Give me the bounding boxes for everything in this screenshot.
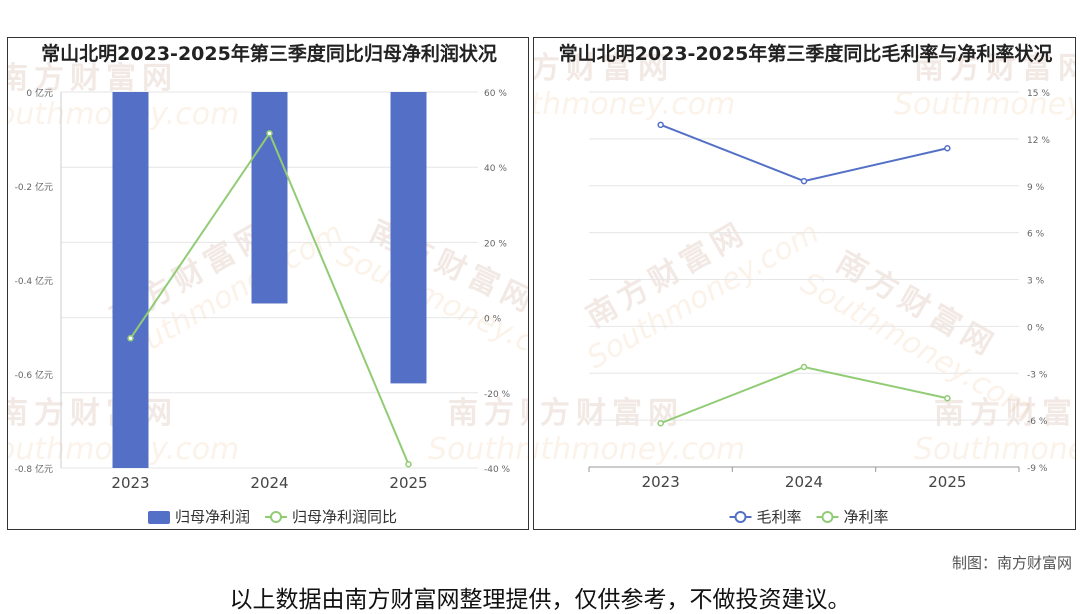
chart-title: 常山北明2023-2025年第三季度同比毛利率与净利率状况 [559, 42, 1053, 65]
y-right-tick-label: 20 % [484, 239, 507, 249]
legend-marker [821, 511, 834, 523]
y-left-tick-label: -0.8 亿元 [15, 463, 53, 475]
y-right-tick-label: 0 % [484, 315, 502, 325]
y-right-tick-label: -6 % [1027, 417, 1048, 427]
y-right-tick-label: 0 % [1027, 323, 1045, 333]
x-tick-label: 2024 [250, 474, 288, 492]
legend-marker [734, 511, 747, 523]
y-right-tick-label: -40 % [484, 465, 511, 475]
line-point [127, 335, 134, 342]
watermark-en-text: Southmoney.com [534, 87, 735, 122]
legend-label: 归母净利润 [175, 508, 250, 526]
watermark-cn-text: 南方财富网 [8, 61, 178, 96]
line-point [800, 363, 808, 371]
watermark-cn-text: 南方财富网 [8, 396, 178, 431]
line-series-net-margin [660, 365, 948, 425]
y-right-tick-label: 15 % [1027, 89, 1050, 99]
y-left-tick-label: -0.2 亿元 [15, 181, 53, 193]
watermark-cn-text: 南方财富网 [534, 396, 684, 431]
disclaimer-text: 以上数据由南方财富网整理提供，仅供参考，不做投资建议。 [229, 587, 851, 613]
watermark-cn-text: 南方财富网 [534, 51, 674, 86]
legend-bar-swatch [148, 511, 170, 524]
y-left-tick-label: 0 亿元 [26, 87, 53, 99]
watermark-cn-text: 南方财富网 [914, 51, 1076, 86]
legend-item: 归母净利润同比 [265, 508, 397, 526]
y-right-tick-label: 40 % [484, 164, 507, 174]
legend-item: 净利率 [816, 508, 889, 526]
chart-title: 常山北明2023-2025年第三季度同比归母净利润状况 [41, 42, 497, 65]
y-left-tick-label: -0.4 亿元 [15, 275, 53, 287]
bar [390, 92, 427, 384]
line-point [657, 420, 664, 427]
watermark-en-text: Southmoney.com [894, 87, 1076, 122]
line-point [266, 130, 273, 137]
x-tick-label: 2025 [389, 474, 427, 492]
legend-marker [270, 511, 282, 523]
y-right-tick-label: 12 % [1027, 136, 1050, 146]
y-right-tick-label: 60 % [484, 89, 507, 99]
y-right-tick-label: 3 % [1027, 277, 1045, 287]
x-tick-label: 2025 [928, 473, 966, 491]
watermark-cn-text: 南方财富网 [448, 396, 529, 431]
watermark-en-text: Southmoney.com [914, 432, 1076, 467]
x-tick-label: 2024 [785, 473, 823, 491]
y-right-tick-label: -9 % [1027, 464, 1048, 474]
legend-item: 毛利率 [729, 508, 802, 526]
watermark-en-text: Southmoney.com [428, 432, 529, 467]
y-right-tick-label: 9 % [1027, 183, 1045, 193]
y-right-tick-label: 6 % [1027, 230, 1045, 240]
legend-item: 归母净利润 [148, 508, 250, 526]
y-left-tick-label: -0.6 亿元 [15, 369, 53, 381]
line-point [944, 145, 951, 152]
left-chart-panel: 南方财富网Southmoney.com南方财富网Southmoney.com南方… [7, 37, 529, 530]
legend-label: 毛利率 [757, 508, 802, 526]
line-point [657, 121, 664, 129]
watermark-en-text: Southmoney.com [534, 432, 745, 467]
bar [251, 92, 288, 304]
x-tick-label: 2023 [642, 473, 680, 491]
left-chart-svg: 南方财富网Southmoney.com南方财富网Southmoney.com南方… [8, 42, 529, 526]
line-point [800, 177, 808, 185]
right-chart-panel: 南方财富网Southmoney.com南方财富网Southmoney.com南方… [533, 37, 1076, 530]
line-series-gross-margin [660, 123, 948, 183]
line-point [944, 395, 951, 402]
bar [112, 92, 149, 468]
chart-credit: 制图：南方财富网 [951, 554, 1072, 572]
watermark-cn-text: 南方财富网 [934, 396, 1076, 431]
legend-label: 净利率 [844, 508, 889, 526]
y-right-tick-label: -20 % [484, 390, 511, 400]
legend-label: 归母净利润同比 [292, 508, 397, 526]
right-chart-svg: 南方财富网Southmoney.com南方财富网Southmoney.com南方… [534, 42, 1076, 526]
x-tick-label: 2023 [111, 474, 149, 492]
line-point [405, 460, 412, 468]
y-right-tick-label: -3 % [1027, 370, 1048, 380]
